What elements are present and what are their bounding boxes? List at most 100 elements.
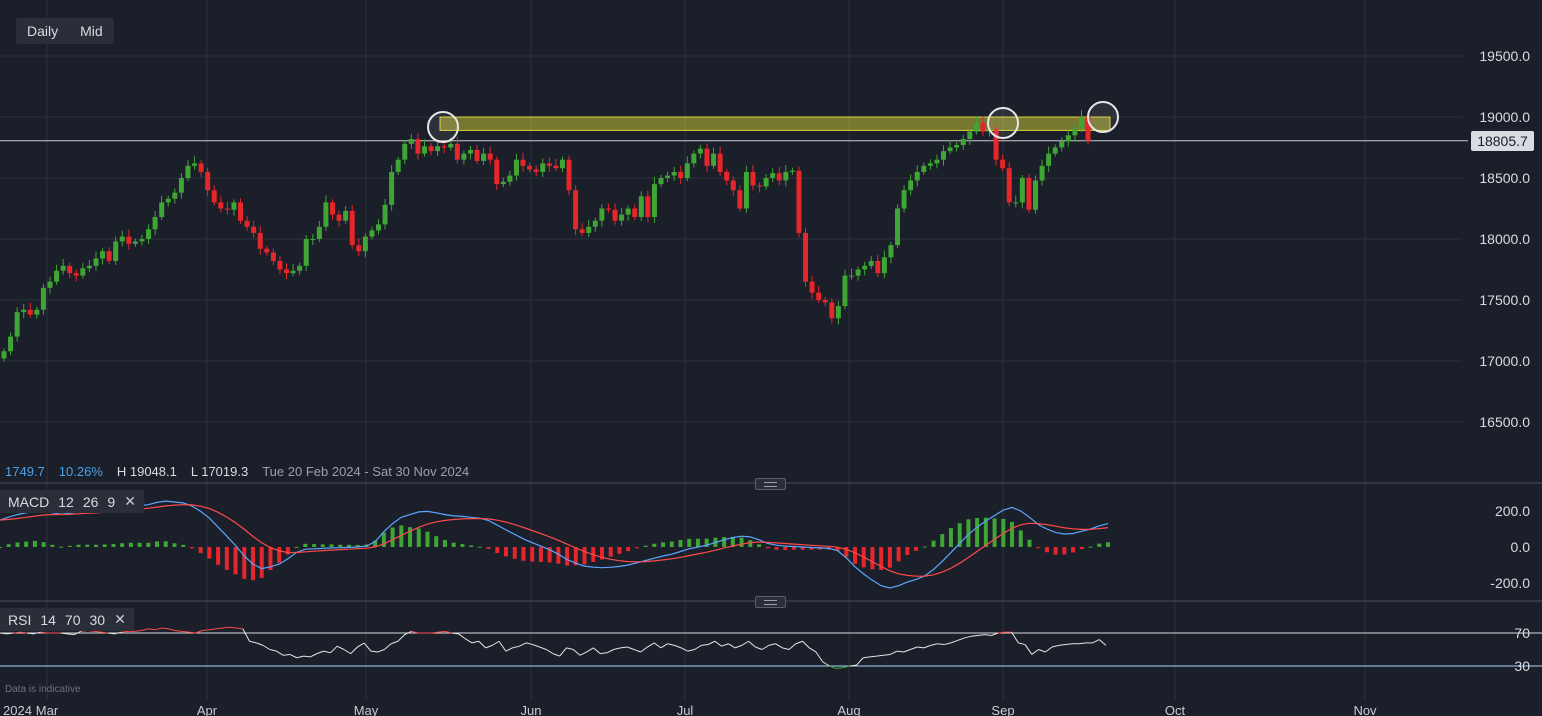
macd-histogram-bar	[1027, 539, 1032, 547]
macd-histogram-bar	[940, 534, 945, 547]
rsi-line-segment	[600, 652, 608, 655]
rsi-line-segment	[330, 645, 338, 654]
rsi-line-segment	[229, 626, 237, 629]
rsi-line-segment	[687, 649, 695, 652]
candle-body	[993, 129, 999, 160]
rsi-line-segment	[748, 640, 756, 648]
candle-body	[960, 138, 966, 146]
macd-histogram-bar	[1062, 547, 1067, 555]
candle-body	[448, 143, 454, 148]
change-percent: 10.26%	[58, 464, 103, 479]
macd-histogram-bar	[739, 537, 744, 547]
macd-histogram-bar	[163, 541, 168, 547]
gridlines-vertical	[46, 0, 1366, 700]
candle-body	[435, 146, 441, 152]
candle-body	[619, 214, 625, 221]
close-icon[interactable]: ✕	[114, 611, 126, 627]
candle-body	[842, 275, 848, 307]
pane-resize-handle[interactable]	[755, 478, 786, 490]
candle-body	[711, 153, 717, 166]
candle-body	[100, 251, 106, 259]
candle-body	[1013, 202, 1019, 204]
rsi-line-segment	[842, 665, 850, 669]
price-tick-label: 17000.0	[1479, 353, 1530, 369]
candle-body	[60, 265, 66, 271]
candle-body	[941, 151, 947, 160]
macd-histogram-bar	[198, 547, 203, 554]
rsi-line-segment	[343, 649, 351, 655]
candle-body	[862, 265, 868, 270]
macd-histogram-bar	[783, 547, 788, 551]
macd-histogram-bar	[320, 544, 325, 547]
candle-body	[159, 202, 165, 218]
macd-histogram-bar	[957, 523, 962, 547]
rsi-line-segment	[856, 657, 864, 666]
candle-body	[310, 239, 316, 240]
macd-histogram-bar	[32, 540, 37, 547]
rsi-line-segment	[465, 638, 473, 644]
macd-histogram-bar	[24, 541, 29, 547]
low-value: L 17019.3	[190, 464, 249, 479]
rsi-line-segment	[478, 640, 486, 649]
close-icon[interactable]: ✕	[124, 493, 136, 509]
macd-histogram-bar	[416, 528, 421, 547]
rsi-line-segment	[303, 655, 311, 658]
candle-body	[389, 171, 395, 205]
rsi-line-segment	[249, 640, 257, 644]
rsi-line-segment	[121, 630, 129, 633]
candle-body	[592, 220, 598, 227]
rsi-line-segment	[923, 644, 931, 649]
rsi-line-segment	[795, 640, 803, 645]
candle-body	[113, 241, 119, 261]
rsi-line-segment	[1078, 642, 1086, 645]
macd-histogram-bar	[207, 547, 212, 559]
price-axis: 19500.0 19000.0 18500.0 18000.0 17500.0 17000…	[0, 48, 1542, 602]
price-type-button[interactable]: Mid	[69, 18, 114, 44]
rsi-line-segment	[0, 632, 7, 635]
candle-body	[901, 190, 907, 209]
rsi-line-segment	[182, 630, 189, 633]
candle-body	[612, 209, 618, 221]
candle-body	[546, 163, 552, 166]
macd-histogram-bar	[530, 547, 535, 562]
macd-histogram-bar	[434, 536, 439, 547]
last-price-tag: 18805.7	[1471, 131, 1534, 151]
candle-body	[934, 159, 940, 164]
rsi-label[interactable]: RSI 14 70 30 ✕	[0, 608, 134, 631]
candle-body	[34, 309, 40, 315]
macd-slow: 26	[82, 493, 99, 510]
candle-body	[330, 202, 335, 215]
rsi-line-segment	[674, 644, 682, 649]
rsi-line-segment	[883, 653, 891, 656]
macd-histogram-bar	[1079, 547, 1084, 550]
rsi-line-segment	[1018, 642, 1026, 646]
macd-histogram-bar	[111, 544, 116, 547]
candle-body	[454, 143, 460, 160]
rsi-line-segment	[235, 627, 243, 630]
macd-label[interactable]: MACD 12 26 9 ✕	[0, 490, 144, 513]
rsi-line-segment	[202, 629, 210, 632]
candle-body	[467, 149, 473, 154]
macd-histogram-bar	[93, 544, 98, 547]
candle-body	[270, 252, 276, 261]
rsi-line-segment	[370, 650, 378, 653]
pane-resize-handle[interactable]	[755, 596, 786, 608]
rsi-line-segment	[107, 632, 115, 635]
rsi-line-segment	[73, 630, 82, 636]
candle-body	[553, 165, 559, 169]
rsi-line-segment	[802, 640, 810, 649]
macd-histogram-bar	[582, 547, 587, 565]
macd-histogram-bar	[774, 547, 779, 550]
macd-histogram-bar	[757, 544, 762, 547]
candle-body	[671, 171, 677, 176]
candle-body	[402, 143, 408, 160]
interval-button[interactable]: Daily	[16, 18, 70, 44]
macd-histogram-bar	[905, 547, 910, 555]
candle-body	[178, 178, 184, 193]
macd-histogram-bar	[172, 543, 177, 547]
highlight-circle	[1087, 101, 1119, 133]
macd-histogram-bar	[303, 543, 308, 547]
candle-body	[881, 257, 887, 274]
macd-histogram-bar	[983, 517, 988, 547]
